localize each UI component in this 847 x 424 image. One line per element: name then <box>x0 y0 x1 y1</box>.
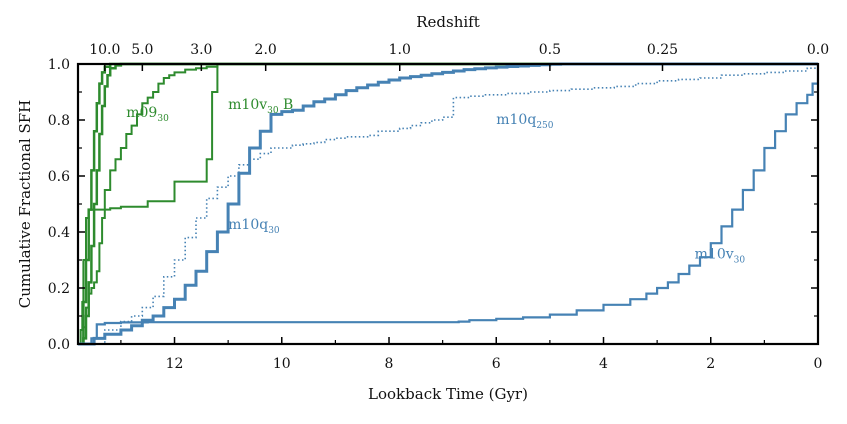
plot-frame <box>76 62 820 346</box>
y-tick-label: 0.0 <box>48 337 70 353</box>
annotation-m10q-250: m10q250 <box>496 112 554 131</box>
series-line-m10q30 <box>78 62 818 346</box>
redshift-tick-label: 5.0 <box>131 42 153 58</box>
y-tick-label: 0.8 <box>48 113 70 129</box>
series-line-green-steep-2 <box>80 62 818 346</box>
annotation-m10v-30: m10v30 B <box>228 97 293 116</box>
annotation-m10v-30: m10v30 <box>695 247 746 266</box>
redshift-tick-label: 10.0 <box>89 42 120 58</box>
x-tick-label: 8 <box>385 356 394 372</box>
series-line-m10q250 <box>78 64 818 345</box>
x-tick-label: 12 <box>166 356 184 372</box>
annotation-group: m0930 m10v30 B m10q250 m10q30 m10v30 <box>126 97 745 266</box>
redshift-tick-label: 1.0 <box>389 42 411 58</box>
redshift-tick-label: 0.25 <box>647 42 678 58</box>
y-tick-label: 0.4 <box>48 225 70 241</box>
x-tick-label: 0 <box>814 356 823 372</box>
x-tick-label: 4 <box>599 356 608 372</box>
x-axis-label: Lookback Time (Gyr) <box>368 385 528 403</box>
y-axis-label: Cumulative Fractional SFH <box>16 100 34 308</box>
series-line-m10v30 <box>78 64 818 346</box>
redshift-tick-label: 0.0 <box>807 42 829 58</box>
series-group <box>78 62 818 346</box>
series-line-green-steep-1 <box>80 62 818 346</box>
annotation-m10q-30: m10q30 <box>228 217 280 236</box>
axes-group: 12 10 8 6 4 2 0 0.0 0.2 0.4 0.6 0.8 1.0 10.0 5.0 3.0 2.0… <box>48 42 829 372</box>
y-tick-label: 1.0 <box>48 57 70 73</box>
redshift-axis-label: Redshift <box>416 13 480 31</box>
annotation-m09-30: m0930 <box>126 105 169 124</box>
redshift-tick-label: 3.0 <box>190 42 212 58</box>
redshift-tick-label: 2.0 <box>255 42 277 58</box>
x-tick-label: 6 <box>492 356 501 372</box>
series-line-m0930 <box>80 63 818 345</box>
redshift-tick-label: 0.5 <box>539 42 561 58</box>
y-tick-label: 0.6 <box>48 169 70 185</box>
x-tick-label: 10 <box>273 356 291 372</box>
x-tick-label: 2 <box>706 356 715 372</box>
series-line-m10v30-b <box>78 63 818 345</box>
y-tick-label: 0.2 <box>48 281 70 297</box>
